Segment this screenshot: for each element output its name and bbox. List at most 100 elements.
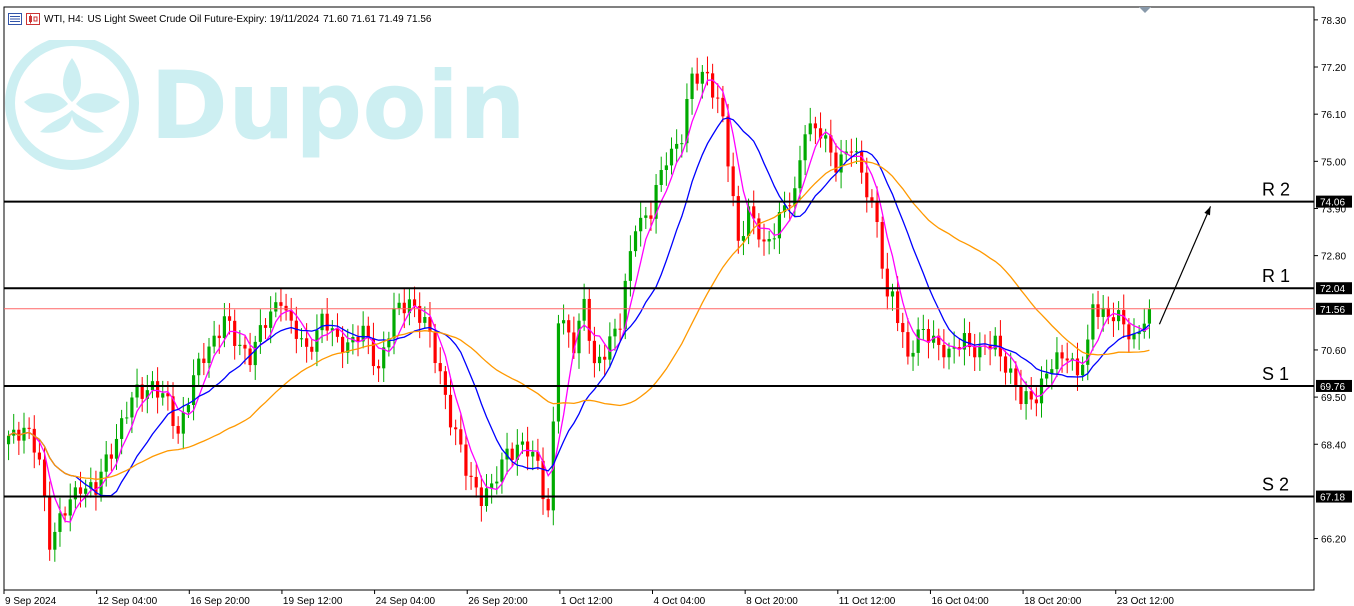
candle bbox=[140, 377, 144, 412]
candle bbox=[654, 174, 658, 234]
candle-body bbox=[592, 340, 597, 364]
candle-body bbox=[263, 325, 268, 328]
candle-body bbox=[448, 394, 453, 428]
candle-body bbox=[906, 332, 910, 357]
candle bbox=[109, 443, 113, 471]
candle-body bbox=[973, 347, 977, 358]
candle-body bbox=[1106, 307, 1110, 318]
candle bbox=[767, 230, 771, 255]
candle-body bbox=[546, 499, 550, 511]
candle bbox=[387, 331, 391, 357]
candle bbox=[274, 292, 278, 318]
candle bbox=[27, 417, 31, 440]
candle bbox=[181, 396, 185, 450]
y-tick-label: 72.80 bbox=[1321, 252, 1346, 263]
candle-body bbox=[782, 205, 787, 213]
candle-body bbox=[1024, 391, 1028, 405]
candle-body bbox=[536, 451, 540, 461]
candle bbox=[1070, 352, 1074, 371]
x-tick-label: 8 Oct 20:00 bbox=[746, 596, 798, 606]
candle-body bbox=[166, 393, 170, 397]
candle-body bbox=[911, 352, 915, 357]
candle bbox=[125, 401, 129, 424]
candle-body bbox=[490, 483, 494, 489]
candle-body bbox=[644, 215, 648, 218]
current-price-tag bbox=[1316, 302, 1352, 315]
candle bbox=[613, 318, 617, 351]
candle-body bbox=[849, 151, 853, 153]
candle bbox=[1003, 350, 1008, 385]
candle bbox=[669, 137, 674, 175]
candle-body bbox=[376, 366, 381, 369]
candle-body bbox=[561, 320, 566, 324]
candle-body bbox=[1009, 368, 1013, 373]
candle-body bbox=[1111, 317, 1116, 322]
candle-body bbox=[387, 338, 391, 348]
candle-body bbox=[860, 151, 864, 173]
candle bbox=[531, 440, 535, 471]
candle bbox=[202, 342, 206, 376]
candle-body bbox=[978, 345, 982, 358]
candle bbox=[639, 202, 643, 247]
candle bbox=[1137, 325, 1141, 350]
candle-body bbox=[99, 471, 103, 495]
candle-body bbox=[1147, 308, 1152, 324]
candle-body bbox=[433, 331, 437, 364]
candle bbox=[526, 426, 530, 471]
candle-body bbox=[695, 73, 699, 84]
y-tick-label: 78.30 bbox=[1321, 16, 1346, 27]
candle-body bbox=[392, 308, 396, 339]
candle-body bbox=[191, 375, 196, 406]
candle-body bbox=[78, 487, 83, 494]
candle bbox=[145, 374, 149, 414]
candle-body bbox=[459, 429, 463, 445]
candle bbox=[53, 522, 57, 562]
candle-body bbox=[520, 441, 525, 445]
candle-body bbox=[279, 302, 283, 306]
candle-body bbox=[22, 427, 26, 441]
candle-body bbox=[824, 135, 828, 139]
y-tick-label: 66.20 bbox=[1321, 535, 1346, 546]
candle-body bbox=[48, 495, 52, 550]
candle bbox=[618, 313, 622, 342]
candles-icon[interactable] bbox=[26, 13, 40, 25]
candle-body bbox=[813, 123, 817, 129]
x-tick-label: 26 Sep 20:00 bbox=[468, 596, 528, 606]
candle-body bbox=[921, 328, 925, 330]
candle bbox=[839, 139, 843, 189]
candle-body bbox=[197, 358, 201, 376]
candle-body bbox=[202, 358, 206, 364]
candle-body bbox=[1014, 368, 1018, 386]
candle bbox=[464, 434, 468, 491]
candle bbox=[726, 103, 730, 183]
candle-body bbox=[885, 268, 889, 297]
plot-frame bbox=[3, 6, 1315, 591]
candle bbox=[947, 342, 951, 370]
candle bbox=[423, 306, 427, 329]
candle-body bbox=[6, 435, 11, 445]
candle bbox=[233, 309, 237, 360]
candle-body bbox=[371, 338, 376, 367]
candle-body bbox=[253, 341, 257, 366]
candle-body bbox=[1132, 334, 1136, 340]
candle bbox=[1111, 302, 1116, 337]
candle-body bbox=[104, 454, 108, 472]
candle bbox=[973, 333, 977, 371]
candle bbox=[736, 185, 740, 254]
candle-body bbox=[639, 217, 643, 232]
candle-body bbox=[258, 325, 262, 342]
candle-body bbox=[890, 291, 895, 297]
candle-body bbox=[438, 363, 442, 372]
candle-body bbox=[572, 332, 576, 354]
candle-body bbox=[32, 428, 36, 453]
candle bbox=[484, 474, 489, 512]
level-price-tag-text: 74.06 bbox=[1320, 198, 1345, 209]
y-tick-label: 70.60 bbox=[1321, 346, 1346, 357]
candle bbox=[870, 189, 874, 208]
candle bbox=[988, 331, 992, 366]
candle-body bbox=[767, 238, 771, 242]
chart-menu-icon[interactable] bbox=[8, 13, 22, 25]
candle-body bbox=[58, 513, 62, 532]
x-tick-label: 9 Sep 2024 bbox=[5, 596, 57, 606]
